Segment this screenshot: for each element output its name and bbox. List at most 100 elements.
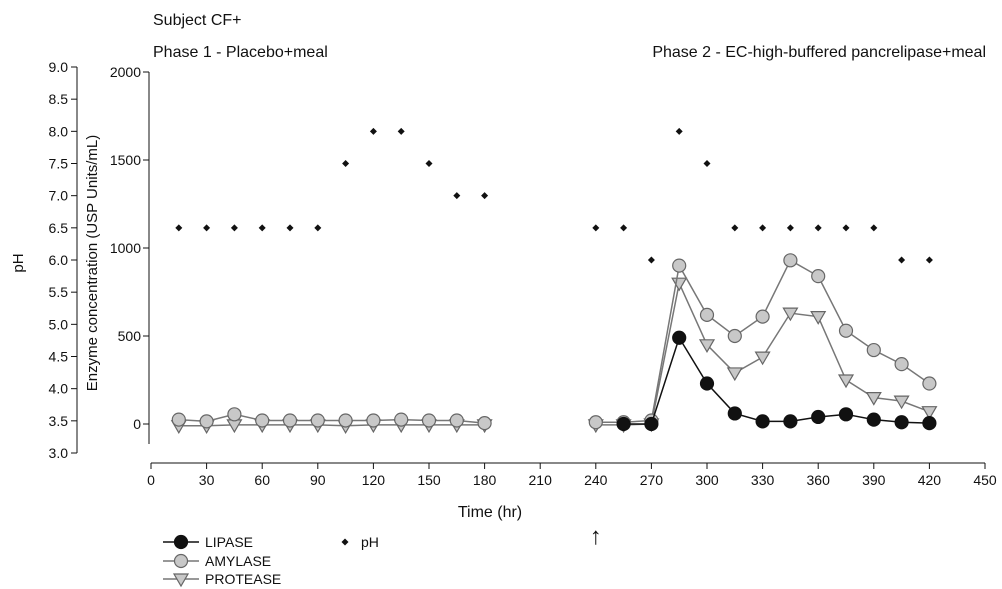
amylase-point <box>338 413 353 428</box>
lipase-point <box>727 406 742 421</box>
amylase-point <box>672 258 687 273</box>
protease-point <box>698 339 716 353</box>
ph-tick-label: 4.0 <box>49 381 69 397</box>
amylase-point <box>866 342 881 358</box>
protease-point <box>837 374 855 389</box>
ph-point <box>342 160 350 167</box>
amylase-point <box>282 413 298 428</box>
amylase-point <box>449 413 464 428</box>
x-tick-label: 420 <box>918 472 942 488</box>
ph-point <box>258 224 266 232</box>
ph-tick-label: 6.5 <box>49 220 69 236</box>
ph-tick-label: 5.0 <box>49 316 69 332</box>
x-tick-label: 30 <box>199 472 215 488</box>
ph-point <box>369 127 377 135</box>
lipase-point <box>783 414 798 429</box>
x-tick-label: 240 <box>584 472 608 488</box>
ph-point <box>870 224 878 232</box>
x-tick-label: 210 <box>529 472 553 488</box>
protease-point <box>671 277 688 292</box>
phase-1-label: Phase 1 - Placebo+meal <box>153 44 328 61</box>
x-tick-label: 60 <box>254 472 270 488</box>
amylase-point <box>255 413 270 428</box>
enzyme-tick-label: 0 <box>133 416 141 432</box>
protease-point <box>226 419 243 434</box>
ph-point <box>592 224 600 232</box>
lipase-point <box>755 414 770 429</box>
ph-point <box>925 256 933 264</box>
ph-point <box>397 127 405 135</box>
ph-tick-label: 6.0 <box>49 252 69 268</box>
x-tick-label: 390 <box>862 472 886 488</box>
amylase-point <box>227 407 242 422</box>
lipase-line <box>623 335 930 425</box>
lipase-point <box>811 409 826 425</box>
amylase-point <box>699 307 715 322</box>
ph-tick-label: 4.5 <box>49 349 69 365</box>
lipase-point <box>866 412 881 427</box>
ph-point <box>731 224 739 232</box>
axes: 3.0 3.5 4.0 4.5 5.0 5.5 6.0 6.5 7.0 7.5 8.0 8.5 9.0 0… <box>49 59 997 550</box>
x-tick-label: 360 <box>807 472 831 488</box>
enzyme-tick-label: 1500 <box>110 152 141 168</box>
ph-point <box>425 160 433 167</box>
ph-point <box>675 127 683 135</box>
ph-point <box>230 224 238 232</box>
amylase-point <box>366 413 381 428</box>
ph-point <box>620 224 628 232</box>
amylase-point <box>894 357 909 372</box>
x-tick-label: 90 <box>310 472 326 488</box>
x-tick-label: 270 <box>640 472 664 488</box>
protease-point <box>782 307 799 322</box>
legend-ph-marker <box>341 538 349 546</box>
amylase-point <box>811 269 826 284</box>
ph-point <box>814 224 822 232</box>
legend-amylase-marker <box>173 553 189 569</box>
legend-lipase-label: LIPASE <box>205 534 253 550</box>
protease-point <box>921 406 938 420</box>
ph-axis-label: pH <box>10 253 27 272</box>
ph-point <box>842 224 850 232</box>
ph-point <box>314 224 322 232</box>
enzyme-tick-label: 500 <box>118 328 142 344</box>
ph-point <box>786 224 794 232</box>
series-layer <box>170 253 938 434</box>
amylase-line <box>178 413 485 424</box>
amylase-point <box>922 376 937 391</box>
amylase-point <box>838 323 854 338</box>
amylase-point <box>588 415 603 430</box>
lipase-point <box>672 330 687 345</box>
amylase-point <box>310 413 325 428</box>
amylase-point <box>727 328 742 344</box>
x-tick-label: 180 <box>473 472 497 488</box>
phase-start-arrow: ↑ <box>590 523 602 550</box>
amylase-point <box>199 414 214 429</box>
lipase-point <box>699 376 715 391</box>
lipase-point <box>894 415 909 430</box>
phase-2-label: Phase 2 - EC-high-buffered pancrelipase+… <box>652 44 986 61</box>
protease-point <box>865 392 882 406</box>
ph-tick-label: 8.5 <box>49 91 69 107</box>
x-axis-label: Time (hr) <box>458 504 522 521</box>
amylase-point <box>394 412 409 427</box>
ph-point <box>175 224 183 232</box>
ph-tick-label: 7.0 <box>49 188 69 204</box>
lipase-point <box>616 416 631 432</box>
ph-tick-label: 8.0 <box>49 123 69 139</box>
enzyme-tick-label: 1000 <box>110 240 141 256</box>
ph-tick-label: 7.5 <box>49 156 69 172</box>
ph-point <box>203 224 211 232</box>
x-tick-label: 0 <box>147 472 155 488</box>
lipase-point <box>922 416 937 431</box>
protease-point <box>754 351 771 366</box>
ph-point <box>703 160 711 167</box>
x-tick-label: 330 <box>751 472 775 488</box>
x-tick-label: 300 <box>695 472 719 488</box>
ph-point <box>647 256 655 264</box>
x-tick-label: 120 <box>362 472 386 488</box>
ph-point <box>481 192 489 200</box>
ph-point <box>286 224 294 232</box>
amylase-point <box>783 253 798 268</box>
amylase-point <box>477 416 492 431</box>
